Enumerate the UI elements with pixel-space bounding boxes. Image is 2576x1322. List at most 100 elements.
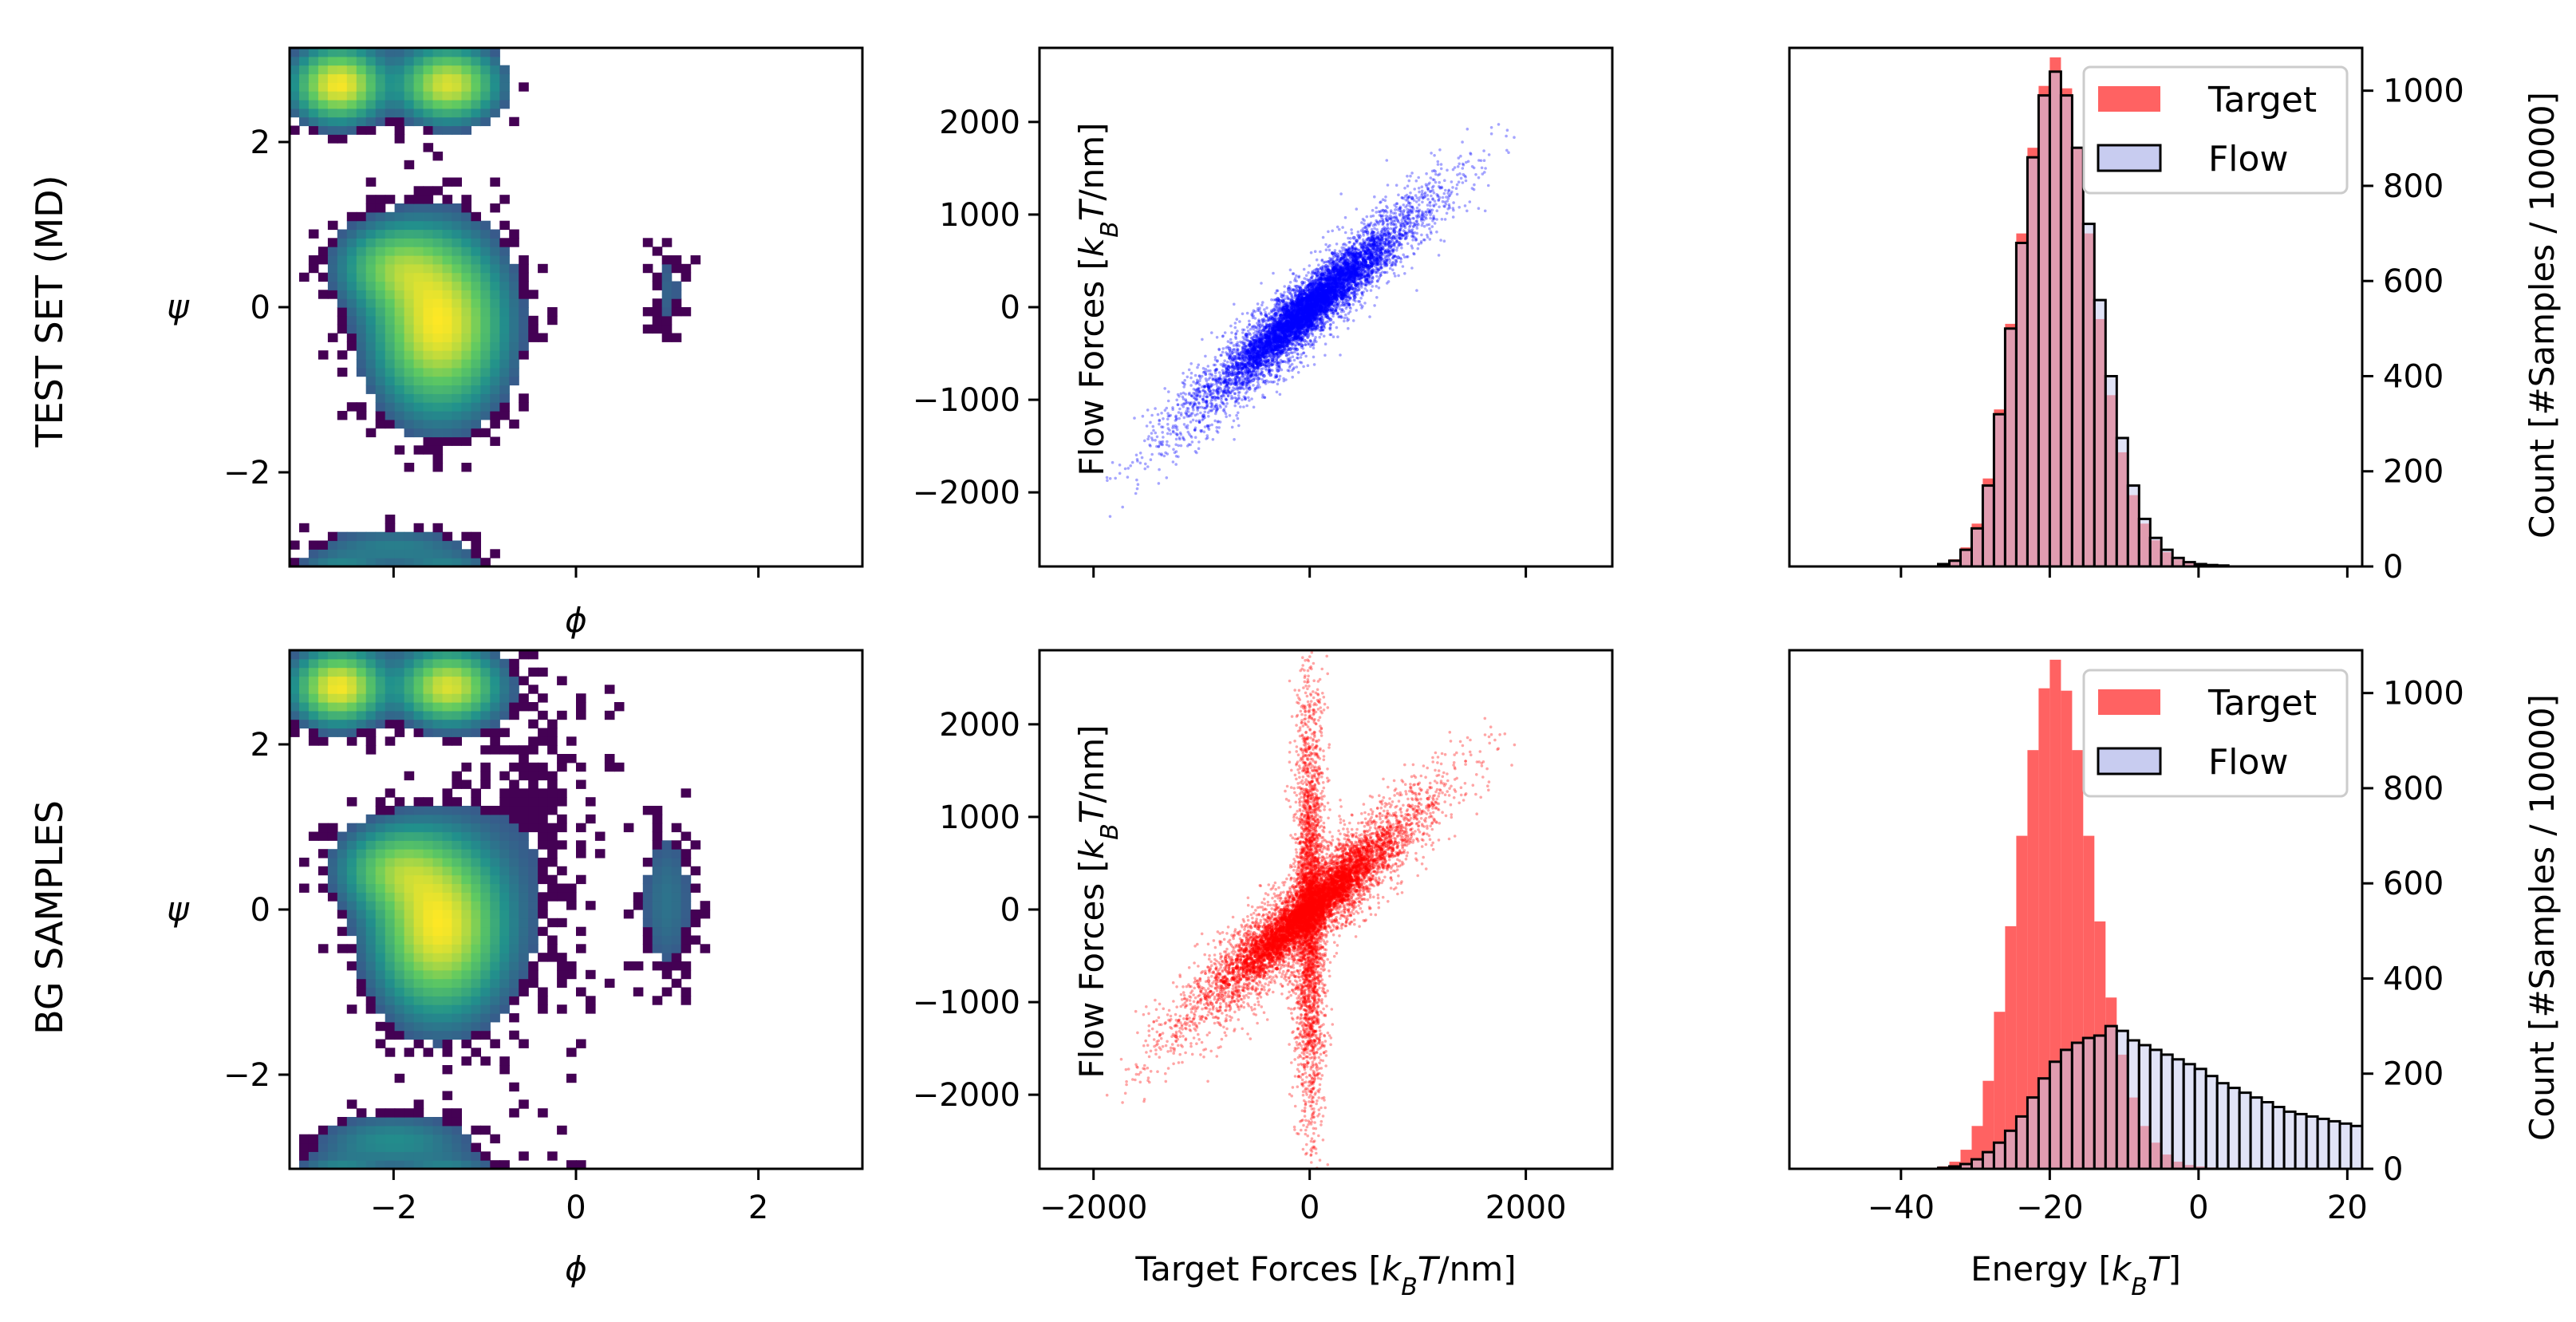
heatmap-cell bbox=[661, 290, 673, 299]
scatter-point bbox=[1161, 425, 1165, 429]
heatmap-cell bbox=[385, 211, 396, 222]
heatmap-cell bbox=[356, 411, 367, 420]
scatter-point bbox=[1312, 355, 1316, 359]
scatter-point bbox=[1343, 247, 1346, 250]
heatmap-cell bbox=[528, 290, 538, 299]
heatmap-cell bbox=[461, 359, 471, 369]
heatmap-cell bbox=[652, 307, 663, 317]
scatter-point bbox=[1326, 320, 1330, 323]
scatter-point bbox=[1324, 270, 1328, 274]
scatter-point bbox=[1243, 358, 1247, 361]
heatmap-cell bbox=[385, 359, 396, 369]
scatter-point bbox=[1387, 249, 1391, 253]
heatmap-cell bbox=[452, 272, 462, 282]
scatter-point bbox=[1203, 410, 1207, 414]
axes-frame bbox=[288, 46, 864, 568]
scatter-point bbox=[1410, 205, 1413, 209]
heatmap-cell bbox=[404, 48, 415, 57]
scatter-point bbox=[1435, 209, 1439, 213]
scatter-point bbox=[1215, 426, 1218, 429]
scatter-point bbox=[1145, 424, 1149, 428]
scatter-point bbox=[1249, 374, 1252, 378]
heatmap-cell bbox=[356, 341, 367, 351]
heatmap-cell bbox=[423, 220, 434, 231]
scatter-point bbox=[1374, 234, 1377, 237]
heatmap-cell bbox=[471, 385, 481, 394]
heatmap-cell bbox=[365, 298, 377, 308]
scatter-point bbox=[1438, 172, 1442, 176]
scatter-point bbox=[1405, 214, 1408, 218]
heatmap-cell bbox=[385, 350, 396, 360]
heatmap-cell bbox=[661, 263, 673, 274]
scatter-point bbox=[1241, 398, 1244, 401]
heatmap-cell bbox=[423, 393, 434, 403]
scatter-point bbox=[1405, 236, 1408, 240]
scatter-point bbox=[1444, 188, 1447, 192]
heatmap-cell bbox=[442, 65, 453, 75]
scatter-point bbox=[1192, 408, 1195, 412]
heatmap-cell bbox=[394, 376, 405, 386]
scatter-point bbox=[1201, 400, 1205, 404]
scatter-point bbox=[1346, 299, 1350, 302]
scatter-point bbox=[1187, 415, 1191, 418]
scatter-point bbox=[1262, 339, 1265, 343]
scatter-point bbox=[1188, 432, 1191, 436]
scatter-point bbox=[1152, 428, 1155, 432]
scatter-point bbox=[1237, 348, 1240, 352]
scatter-point bbox=[1394, 255, 1397, 258]
heatmap-cell bbox=[413, 195, 424, 204]
scatter-point bbox=[1210, 408, 1214, 412]
heatmap-cell bbox=[404, 531, 415, 542]
heatmap-cell bbox=[661, 307, 673, 317]
scatter-point bbox=[1513, 136, 1516, 139]
scatter-point bbox=[1215, 429, 1219, 432]
scatter-point bbox=[1267, 316, 1270, 320]
heatmap-cell bbox=[452, 82, 462, 92]
scatter-point bbox=[1185, 407, 1189, 410]
scatter-point bbox=[1379, 209, 1383, 213]
scatter-point bbox=[1376, 279, 1379, 283]
heatmap-cell bbox=[385, 100, 396, 109]
scatter-point bbox=[1381, 270, 1384, 274]
scatter-point bbox=[1260, 303, 1264, 307]
scatter-point bbox=[1234, 355, 1237, 359]
scatter-point bbox=[1205, 395, 1209, 399]
heatmap-cell bbox=[471, 229, 481, 239]
scatter-point bbox=[1392, 241, 1395, 244]
scatter-point bbox=[1233, 359, 1237, 363]
scatter-point bbox=[1375, 228, 1379, 231]
heatmap-cell bbox=[432, 350, 444, 360]
scatter-point bbox=[1441, 199, 1445, 203]
scatter-point bbox=[1417, 212, 1420, 216]
heatmap-cell bbox=[365, 56, 377, 66]
heatmap-cell bbox=[490, 281, 500, 290]
heatmap-cell bbox=[442, 436, 453, 446]
scatter-point bbox=[1402, 253, 1405, 257]
scatter-point bbox=[1316, 270, 1320, 274]
scatter-point bbox=[1423, 195, 1426, 199]
heatmap-cell bbox=[461, 324, 471, 334]
heatmap-cell bbox=[442, 211, 453, 222]
scatter-point bbox=[1252, 369, 1256, 373]
scatter-point bbox=[1380, 266, 1383, 270]
scatter-point bbox=[1397, 231, 1400, 234]
scatter-point bbox=[1209, 384, 1213, 388]
scatter-point bbox=[1210, 392, 1214, 395]
scatter-point bbox=[1256, 373, 1260, 377]
scatter-point bbox=[1223, 359, 1226, 363]
scatter-point bbox=[1238, 357, 1241, 361]
heatmap-cell bbox=[471, 281, 481, 290]
scatter-point bbox=[1157, 482, 1161, 485]
scatter-point bbox=[1436, 194, 1440, 197]
scatter-point bbox=[1434, 180, 1438, 184]
scatter-point bbox=[1392, 227, 1396, 231]
heatmap-cell bbox=[337, 350, 348, 360]
scatter-point bbox=[1347, 236, 1350, 240]
scatter-point bbox=[1229, 361, 1233, 365]
scatter-point bbox=[1406, 222, 1410, 225]
heatmap-cell bbox=[461, 272, 471, 282]
scatter-point bbox=[1242, 328, 1246, 332]
heatmap-cell bbox=[480, 367, 491, 377]
heatmap-cell bbox=[290, 125, 300, 135]
heatmap-cell bbox=[318, 56, 329, 66]
